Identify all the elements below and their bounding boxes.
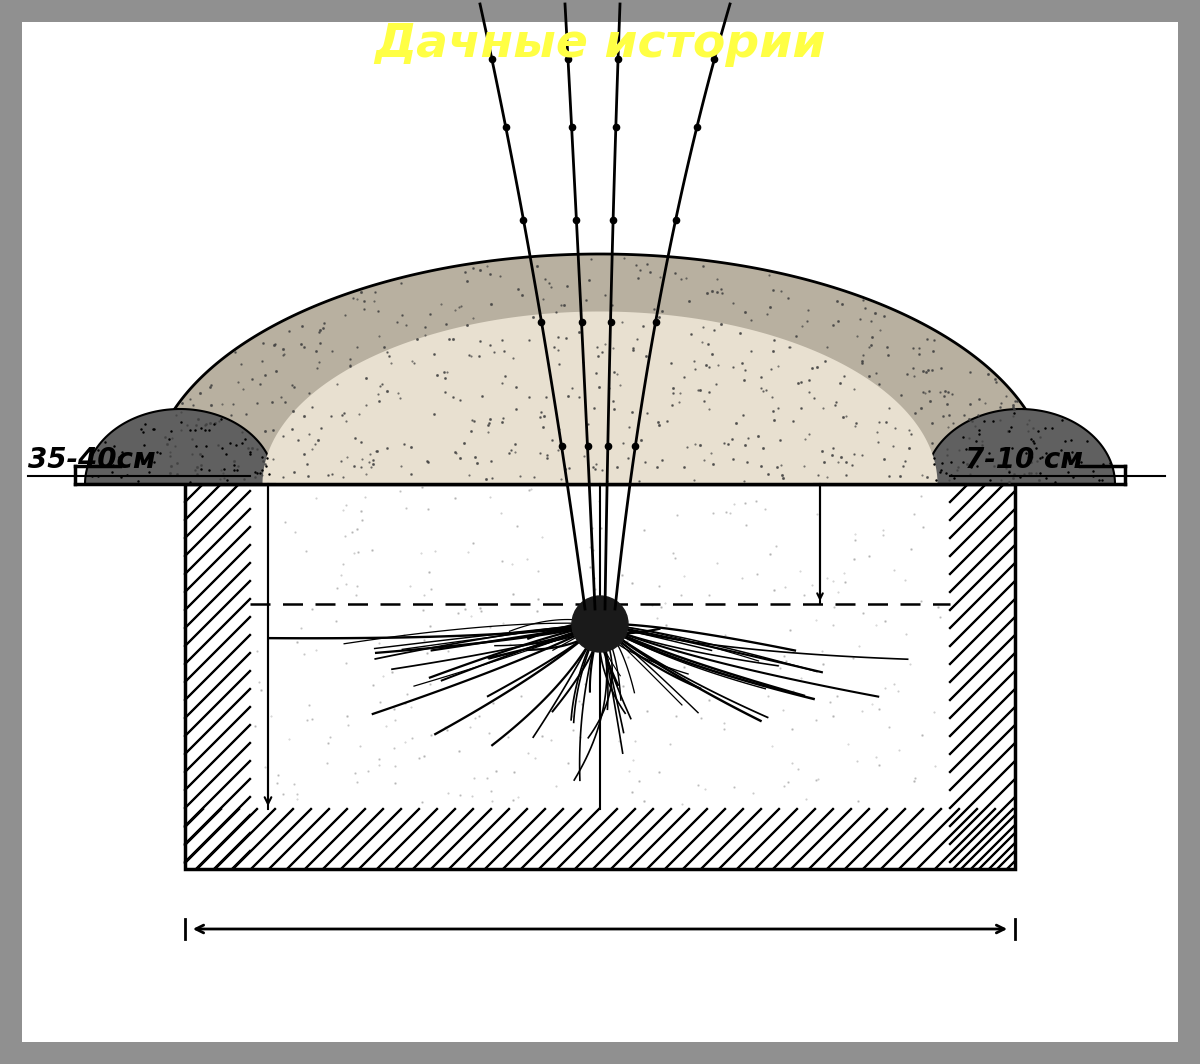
Polygon shape xyxy=(150,254,1050,484)
Polygon shape xyxy=(85,409,275,484)
Text: 7-10 см: 7-10 см xyxy=(965,446,1084,473)
Polygon shape xyxy=(263,312,937,484)
Polygon shape xyxy=(925,409,1115,484)
Bar xyxy=(185,484,1015,869)
Circle shape xyxy=(572,596,628,652)
Text: 35-40см: 35-40см xyxy=(28,446,156,473)
Text: Дачные истории: Дачные истории xyxy=(374,22,826,67)
FancyBboxPatch shape xyxy=(22,22,1178,1042)
